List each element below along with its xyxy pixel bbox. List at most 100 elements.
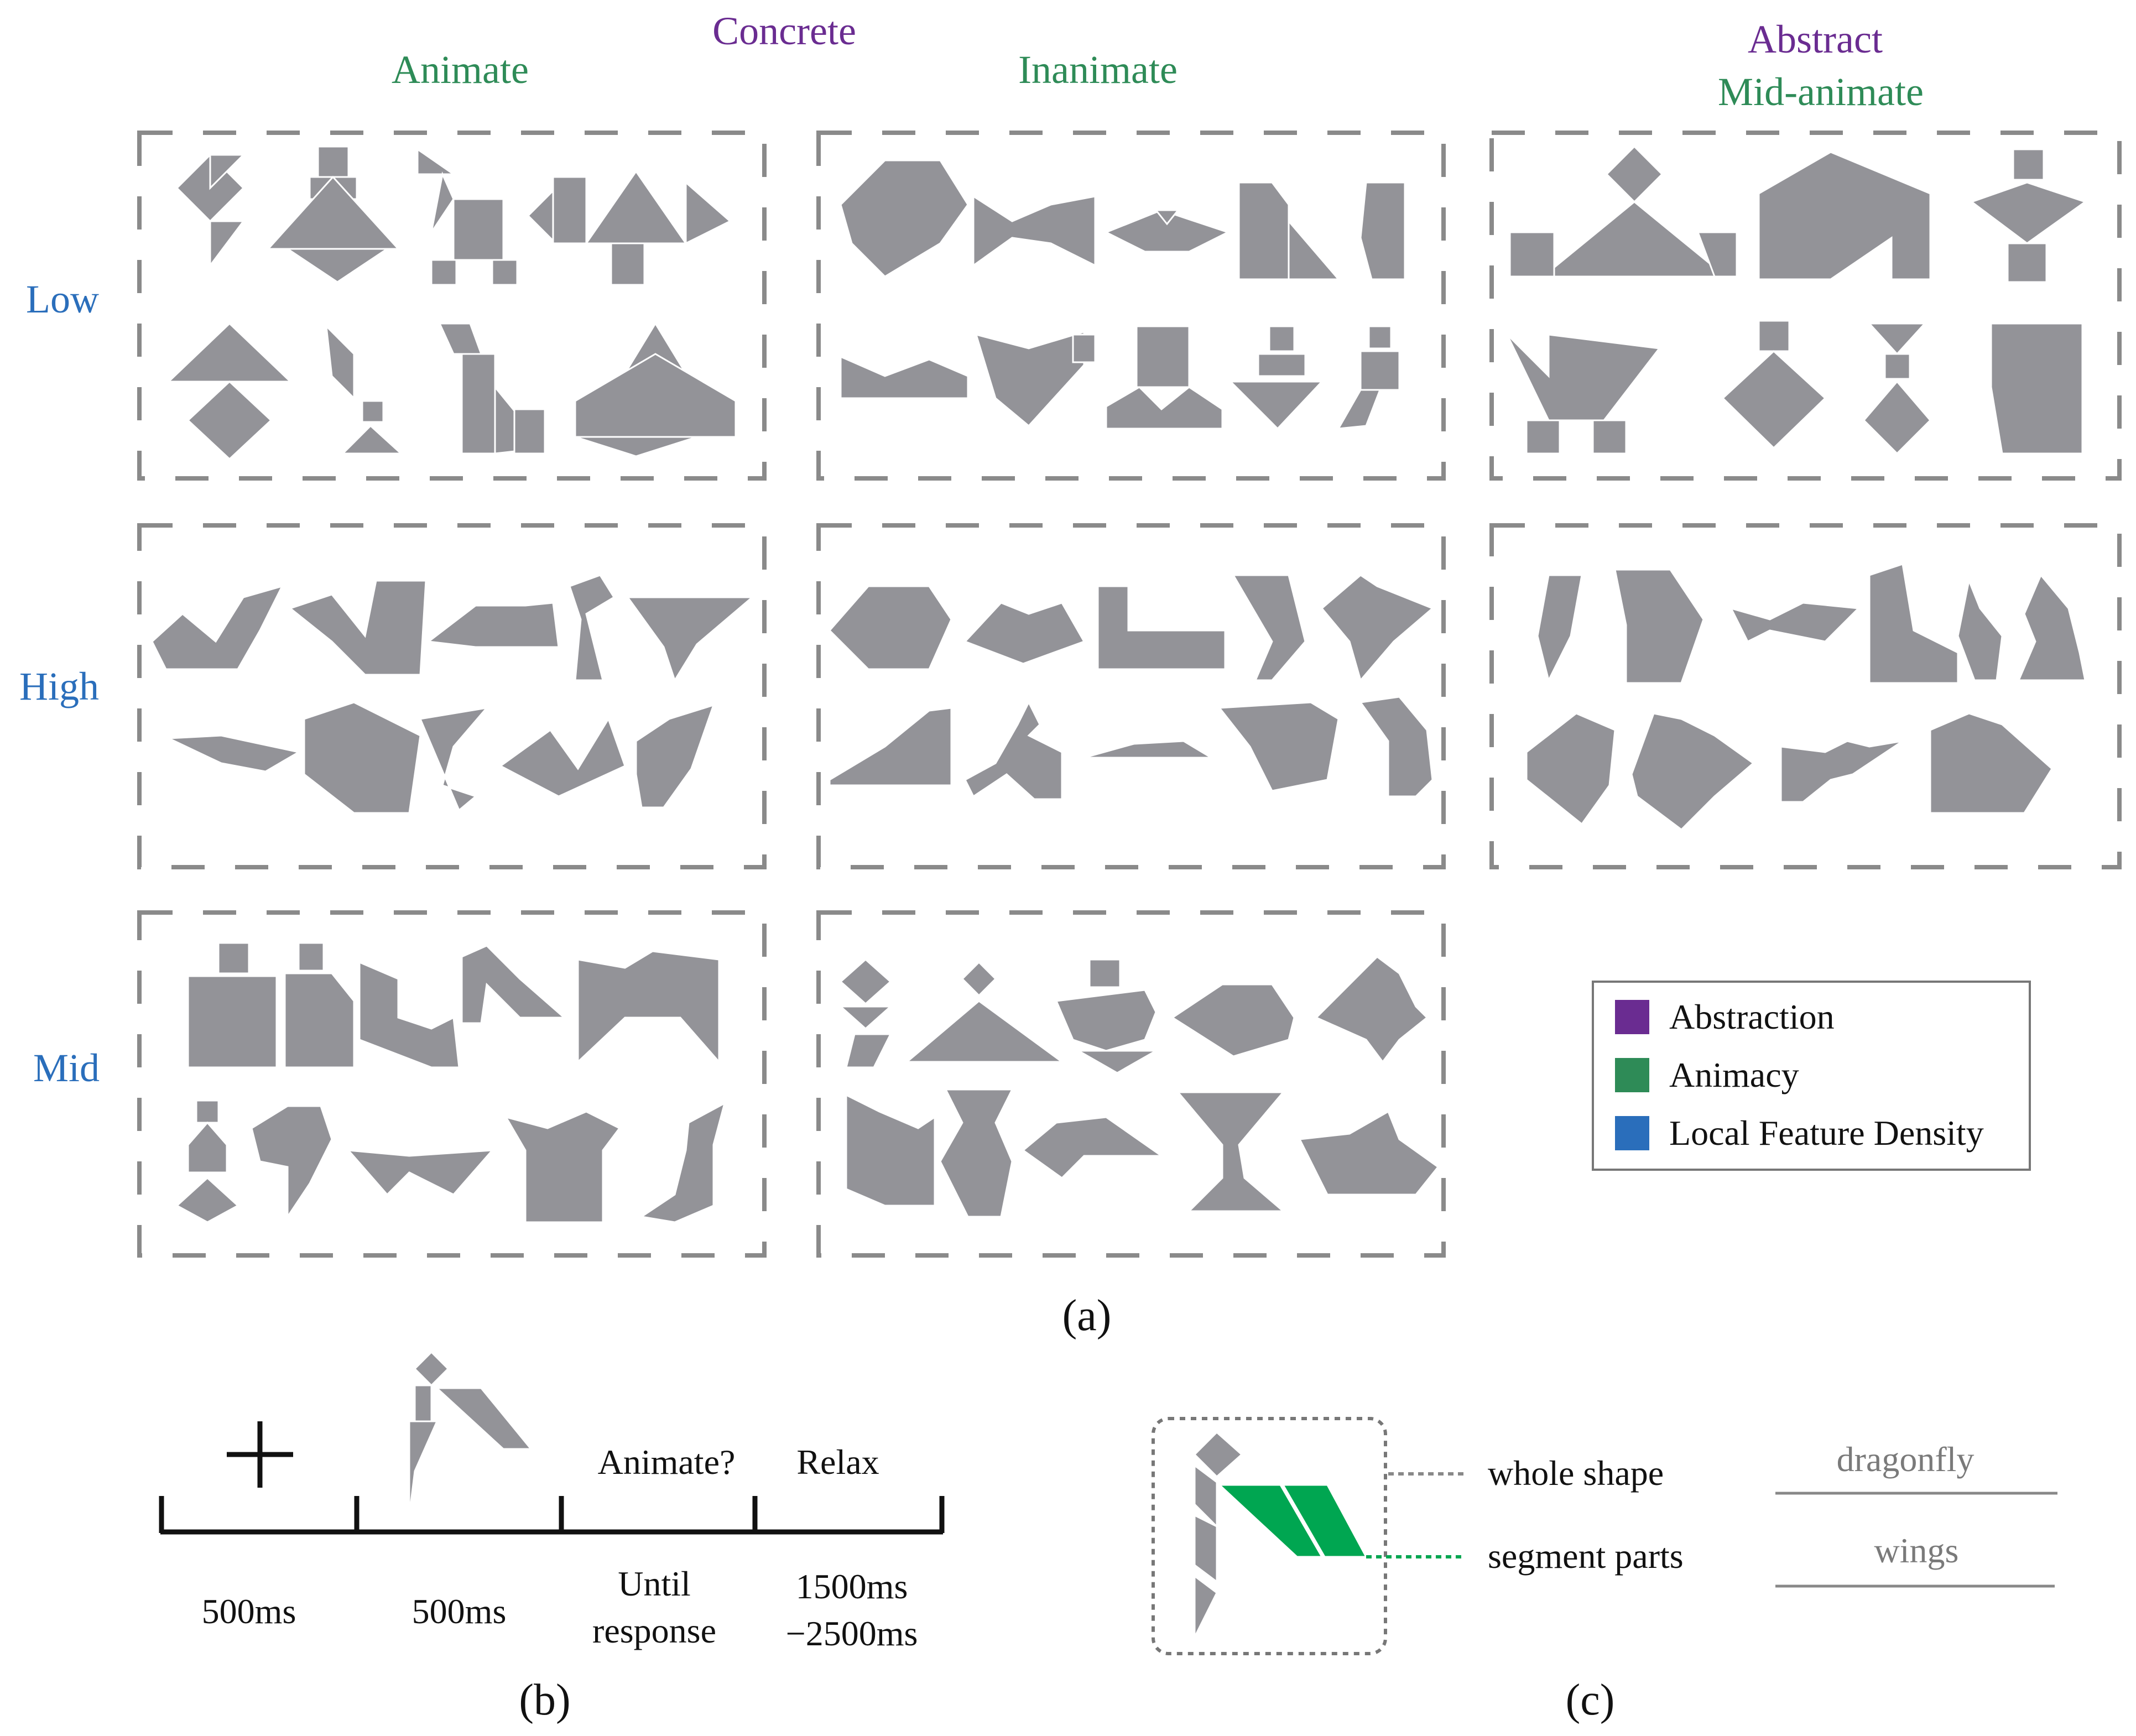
tangram-shapes [151,145,2087,1223]
tangram-figure [1228,325,1324,430]
tangram-figure [1097,585,1226,670]
tangram-figure [2017,574,2086,681]
fixation-duration: 500ms [202,1592,296,1631]
relax-label: Relax [796,1442,879,1482]
legend-label: Animacy [1669,1055,1799,1094]
tangram-figure [499,717,626,797]
tangram-figure [1506,333,1661,455]
tangram-figure [346,1149,494,1196]
tangram-figure [284,942,355,1068]
tangram-figure [1176,1091,1286,1212]
tangram-figure [963,602,1086,665]
whole-shape-answer: dragonfly [1837,1440,1975,1479]
group-box-low-inanimate [816,131,1446,481]
tangram-figure [1614,569,1705,684]
tangram-figure [175,153,246,268]
fixation-cross-icon [227,1421,293,1488]
tangram-figure [1315,956,1429,1064]
trial-timeline: Animate? Relax 500ms 500ms Until respons… [159,1351,945,1653]
tangram-figure [1171,983,1295,1057]
tangram-figure [1320,574,1434,682]
group-box-low-animate [137,131,767,481]
animate-prompt: Animate? [598,1442,736,1482]
tangram-figure [574,322,737,457]
tangram-figure [828,585,952,670]
legend-swatch [1615,1116,1649,1150]
tangram-figure [1536,574,1583,683]
legend-label: Local Feature Density [1669,1113,1984,1153]
tangram-figure [1218,701,1340,792]
tangram-figure [1780,740,1903,803]
legend: Abstraction Animacy Local Feature Density [1592,981,2031,1171]
caption-a: (a) [1062,1291,1112,1340]
tangram-figure [416,148,518,286]
tangram-figure [527,170,732,286]
legend-label: Abstraction [1669,997,1835,1036]
tangram-figure [1970,148,2087,283]
tangram-figure [845,1093,936,1207]
tangram-figure [1729,602,1861,643]
caption-b: (b) [519,1676,570,1724]
tangram-figure [187,942,278,1068]
caption-c: (c) [1566,1676,1615,1724]
tangram-figure [840,159,969,278]
legend-swatch [1615,1058,1649,1092]
tangram-figure [635,703,715,809]
tangram-figure [303,701,489,814]
tangram-figure [266,145,400,283]
tangram-figure [1929,712,2053,814]
inanimate-header: Inanimate [1018,48,1178,92]
tangram-figure [1105,325,1223,430]
tangram-figure [1509,145,1738,278]
tangram-figure [504,1111,621,1223]
tangram-figure [975,330,1096,428]
tangram-figure [168,734,301,773]
tangram-figure [1104,209,1230,253]
group-box-high-abstract [1489,523,2122,869]
tangram-figure [1630,712,1755,831]
tangram-figure [972,195,1096,267]
tangram-figure [358,961,460,1068]
row-label-high: High [19,664,99,708]
tangram-figure [1721,320,1827,450]
tangram-figure [251,1105,333,1219]
tangram-figure [1055,958,1159,1074]
legend-frame [1592,981,2031,1171]
abstract-header: Abstract [1748,17,1883,61]
tangram-figure [904,961,1065,1063]
stimulus-tangram [408,1351,533,1516]
annotation-example: whole shape segment parts dragonfly wing… [1152,1417,2057,1655]
tangram-figure [939,1088,1014,1218]
response-duration-line1: Until [618,1564,691,1603]
tangram-figure [840,355,969,399]
tangram-figure [1083,740,1215,759]
group-box-mid-inanimate [816,910,1446,1258]
tangram-figure [964,700,1063,800]
response-duration-line2: response [592,1611,716,1650]
tangram-figure [1525,712,1616,826]
tangram-figure [1957,577,2003,681]
tangram-figure [1298,1110,1440,1196]
concrete-header: Concrete [712,9,856,53]
row-label-low: Low [26,277,99,321]
animate-header: Animate [392,48,529,92]
group-box-low-abstract [1489,131,2122,481]
segment-parts-answer: wings [1874,1531,1959,1570]
tangram-figure [461,945,566,1024]
tangram-figure [1022,1116,1164,1179]
tangram-figure [569,574,616,681]
iti-duration-line1: 1500ms [796,1567,908,1606]
tangram-figure [151,585,284,670]
tangram-figure [577,950,720,1064]
tangram-figure [626,596,755,682]
stimulus-duration: 500ms [412,1592,507,1631]
whole-shape-label: whole shape [1488,1453,1664,1493]
legend-swatch [1615,1000,1649,1034]
tangram-figure [1868,563,1959,684]
annotation-frame [1152,1417,1387,1655]
row-label-mid: Mid [33,1046,100,1090]
tangram-figure [639,1102,726,1223]
mid-animate-header: Mid-animate [1718,70,1924,114]
